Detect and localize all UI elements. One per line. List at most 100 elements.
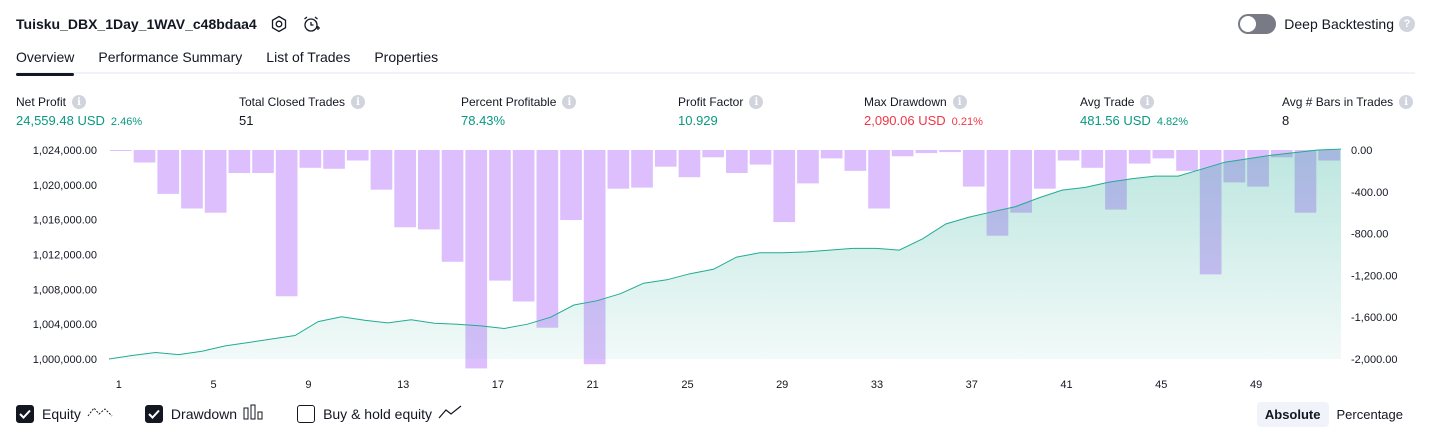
- x-axis-tick: 41: [1060, 379, 1072, 391]
- drawdown-bar: [489, 150, 511, 281]
- help-icon[interactable]: ?: [1399, 16, 1415, 32]
- metric-value-text: 10.929: [678, 113, 718, 128]
- metric-label: Total Closed Trades i: [239, 94, 366, 110]
- drawdown-bar: [1081, 150, 1104, 168]
- info-icon[interactable]: i: [1399, 95, 1414, 109]
- drawdown-bar: [1010, 150, 1032, 213]
- report-header: Tuisku_DBX_1Day_1WAV_c48bdaa4 Deep Backt…: [16, 12, 1415, 36]
- strategy-name: Tuisku_DBX_1Day_1WAV_c48bdaa4: [16, 16, 257, 32]
- drawdown-bar: [181, 150, 203, 209]
- info-icon[interactable]: i: [749, 95, 764, 109]
- drawdown-bar: [133, 150, 156, 163]
- legend-buy-hold-equity[interactable]: Buy & hold equity: [297, 404, 462, 425]
- right-axis-tick: -1,200.00: [1351, 270, 1397, 282]
- metric-value-text: 2,090.06 USD: [864, 113, 946, 128]
- metric-percent: 4.82%: [1156, 116, 1189, 128]
- metric-avg-trade: Avg Trade i 481.56 USD 4.82%: [1080, 94, 1188, 128]
- alert-clock-icon[interactable]: [301, 14, 321, 34]
- chart-legend: Equity Drawdown Buy & hold equity: [16, 403, 494, 425]
- tab-overview[interactable]: Overview: [16, 46, 75, 76]
- legend-drawdown[interactable]: Drawdown: [144, 404, 265, 425]
- drawdown-bars: [110, 150, 1340, 369]
- metric-value: 481.56 USD 4.82%: [1080, 113, 1188, 128]
- drawdown-bar: [299, 150, 322, 168]
- info-icon[interactable]: i: [952, 95, 967, 109]
- equity-checkbox[interactable]: [16, 405, 34, 423]
- percentage-button[interactable]: Percentage: [1336, 407, 1404, 422]
- metric-total-closed-trades: Total Closed Trades i 51: [239, 94, 366, 128]
- info-icon[interactable]: i: [1140, 95, 1155, 109]
- metric-value: 78.43%: [461, 113, 576, 128]
- settings-icon[interactable]: [269, 14, 289, 34]
- info-icon[interactable]: i: [72, 95, 87, 109]
- right-axis-tick: -400.00: [1351, 187, 1388, 199]
- metric-value: 10.929: [678, 113, 763, 128]
- drawdown-bar: [607, 150, 630, 189]
- drawdown-bar: [773, 150, 796, 223]
- x-axis-tick: 49: [1250, 379, 1262, 391]
- right-axis-tick: 0.00: [1351, 145, 1372, 157]
- drawdown-bar: [252, 150, 274, 173]
- x-axis-tick: 21: [587, 379, 599, 391]
- absolute-button[interactable]: Absolute: [1256, 402, 1329, 427]
- metric-percent: 2.46%: [110, 116, 143, 128]
- tab-performance-summary[interactable]: Performance Summary: [98, 49, 243, 65]
- left-axis-tick: 1,012,000.00: [33, 250, 97, 262]
- metric-value: 24,559.48 USD 2.46%: [16, 113, 142, 128]
- metric-value-text: 51: [239, 113, 254, 128]
- metric-percent-profitable: Percent Profitable i 78.43%: [461, 94, 577, 128]
- drawdown-bar: [157, 150, 180, 194]
- report-tabs: Overview Performance Summary List of Tra…: [16, 46, 1415, 76]
- drawdown-bar: [939, 150, 961, 153]
- equity-drawdown-chart[interactable]: 1,024,000.00 1,020,000.00 1,016,000.00 1,01…: [0, 140, 1431, 400]
- drawdown-bar: [962, 150, 985, 187]
- right-axis-tick: -1,600.00: [1351, 312, 1397, 324]
- drawdown-bar: [702, 150, 724, 158]
- toggle-knob: [1240, 16, 1257, 32]
- buy-hold-checkbox[interactable]: [297, 405, 316, 423]
- drawdown-bar: [915, 150, 938, 154]
- x-axis-tick: 45: [1155, 379, 1167, 391]
- drawdown-bar: [465, 150, 488, 369]
- equity-area: [109, 149, 1341, 359]
- bar-chart-icon: [243, 404, 265, 425]
- trend-line-icon: [438, 404, 462, 425]
- metric-label: Avg # Bars in Trades i: [1282, 94, 1414, 110]
- left-axis-tick: 1,000,000.00: [33, 354, 97, 366]
- metric-label: Percent Profitable i: [461, 94, 577, 110]
- metric-max-drawdown: Max Drawdown i 2,090.06 USD 0.21%: [864, 94, 983, 128]
- drawdown-bar: [394, 150, 416, 228]
- info-icon[interactable]: i: [562, 95, 577, 109]
- drawdown-bar: [797, 150, 819, 184]
- drawdown-checkbox[interactable]: [144, 405, 163, 423]
- x-axis-tick: 1: [116, 379, 122, 391]
- metric-label-text: Total Closed Trades: [239, 95, 346, 109]
- tab-properties[interactable]: Properties: [374, 49, 439, 65]
- tab-list-of-trades[interactable]: List of Trades: [266, 49, 351, 65]
- metric-value-text: 8: [1282, 113, 1290, 128]
- equity-line: [108, 148, 1342, 360]
- drawdown-bar: [228, 150, 251, 173]
- left-axis-tick: 1,004,000.00: [33, 319, 97, 331]
- metric-label-text: Profit Factor: [678, 95, 744, 109]
- deep-backtesting-toggle[interactable]: [1238, 14, 1277, 34]
- left-axis-tick: 1,008,000.00: [33, 284, 97, 296]
- metric-value-text: 24,559.48 USD: [16, 113, 105, 128]
- metrics-row: Net Profit i 24,559.48 USD 2.46% Total Clo…: [16, 94, 1415, 130]
- left-axis-tick: 1,016,000.00: [33, 215, 97, 227]
- metric-label-text: Percent Profitable: [461, 95, 557, 109]
- legend-equity[interactable]: Equity: [16, 404, 113, 425]
- drawdown-bar: [346, 150, 369, 161]
- x-axis-tick: 29: [776, 379, 788, 391]
- legend-buy-hold-label: Buy & hold equity: [323, 406, 433, 422]
- drawdown-bar: [678, 150, 701, 178]
- metric-value-text: 481.56 USD: [1080, 113, 1151, 128]
- metric-profit-factor: Profit Factor i 10.929: [678, 94, 764, 128]
- drawdown-bar: [891, 150, 914, 157]
- legend-equity-label: Equity: [42, 406, 81, 422]
- info-icon[interactable]: i: [351, 95, 366, 109]
- right-axis-tick: -2,000.00: [1351, 354, 1397, 366]
- metric-label-text: Max Drawdown: [864, 95, 947, 109]
- metric-label: Avg Trade i: [1080, 94, 1188, 110]
- drawdown-bar: [370, 150, 393, 190]
